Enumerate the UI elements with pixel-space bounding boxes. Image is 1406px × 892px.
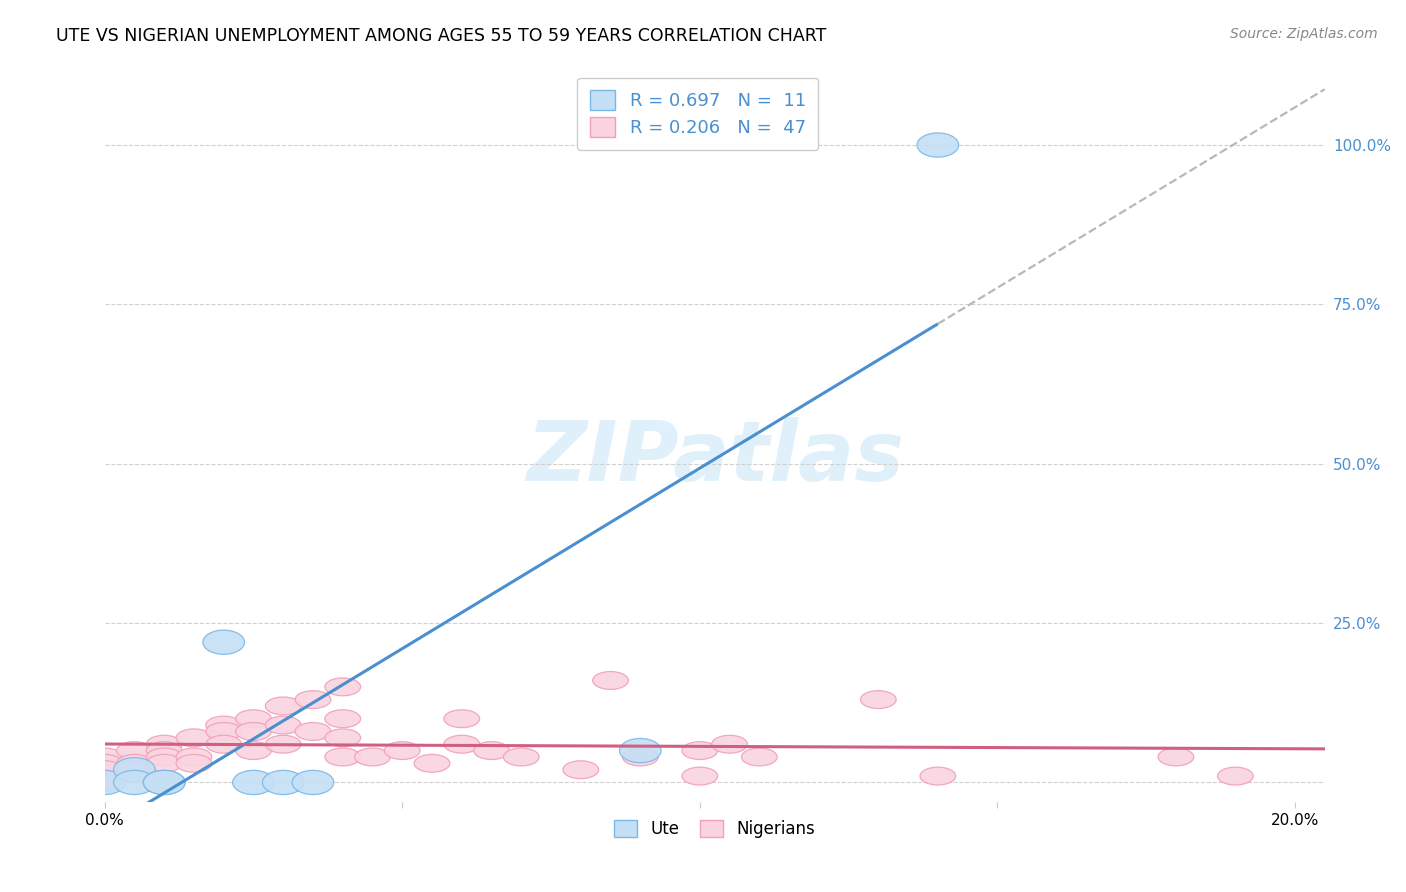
Ellipse shape	[236, 710, 271, 728]
Ellipse shape	[620, 739, 661, 763]
Ellipse shape	[143, 771, 186, 795]
Ellipse shape	[325, 710, 360, 728]
Ellipse shape	[444, 735, 479, 753]
Ellipse shape	[87, 761, 122, 779]
Ellipse shape	[236, 723, 271, 740]
Ellipse shape	[236, 741, 271, 759]
Ellipse shape	[415, 755, 450, 772]
Ellipse shape	[325, 748, 360, 766]
Ellipse shape	[205, 716, 242, 734]
Ellipse shape	[295, 690, 330, 708]
Ellipse shape	[266, 735, 301, 753]
Ellipse shape	[711, 735, 748, 753]
Ellipse shape	[354, 748, 391, 766]
Ellipse shape	[444, 710, 479, 728]
Ellipse shape	[593, 672, 628, 690]
Ellipse shape	[263, 771, 304, 795]
Ellipse shape	[920, 767, 956, 785]
Ellipse shape	[87, 773, 122, 791]
Ellipse shape	[146, 748, 181, 766]
Ellipse shape	[232, 771, 274, 795]
Ellipse shape	[503, 748, 538, 766]
Ellipse shape	[292, 771, 333, 795]
Ellipse shape	[474, 741, 509, 759]
Ellipse shape	[176, 729, 212, 747]
Text: Source: ZipAtlas.com: Source: ZipAtlas.com	[1230, 27, 1378, 41]
Ellipse shape	[146, 735, 181, 753]
Ellipse shape	[146, 755, 181, 772]
Ellipse shape	[205, 723, 242, 740]
Text: ZIPatlas: ZIPatlas	[526, 417, 904, 498]
Ellipse shape	[146, 741, 181, 759]
Ellipse shape	[84, 771, 125, 795]
Ellipse shape	[741, 748, 778, 766]
Ellipse shape	[1159, 748, 1194, 766]
Ellipse shape	[143, 771, 186, 795]
Ellipse shape	[202, 630, 245, 655]
Ellipse shape	[114, 771, 155, 795]
Ellipse shape	[205, 735, 242, 753]
Ellipse shape	[87, 748, 122, 766]
Ellipse shape	[176, 755, 212, 772]
Ellipse shape	[682, 741, 717, 759]
Ellipse shape	[117, 755, 152, 772]
Legend: Ute, Nigerians: Ute, Nigerians	[607, 813, 823, 845]
Text: UTE VS NIGERIAN UNEMPLOYMENT AMONG AGES 55 TO 59 YEARS CORRELATION CHART: UTE VS NIGERIAN UNEMPLOYMENT AMONG AGES …	[56, 27, 827, 45]
Ellipse shape	[87, 755, 122, 772]
Ellipse shape	[860, 690, 896, 708]
Ellipse shape	[917, 133, 959, 157]
Ellipse shape	[623, 748, 658, 766]
Ellipse shape	[384, 741, 420, 759]
Ellipse shape	[176, 748, 212, 766]
Ellipse shape	[1218, 767, 1253, 785]
Ellipse shape	[295, 723, 330, 740]
Ellipse shape	[266, 716, 301, 734]
Ellipse shape	[325, 678, 360, 696]
Ellipse shape	[325, 729, 360, 747]
Ellipse shape	[562, 761, 599, 779]
Ellipse shape	[117, 761, 152, 779]
Ellipse shape	[117, 741, 152, 759]
Ellipse shape	[266, 697, 301, 714]
Ellipse shape	[682, 767, 717, 785]
Ellipse shape	[114, 757, 155, 781]
